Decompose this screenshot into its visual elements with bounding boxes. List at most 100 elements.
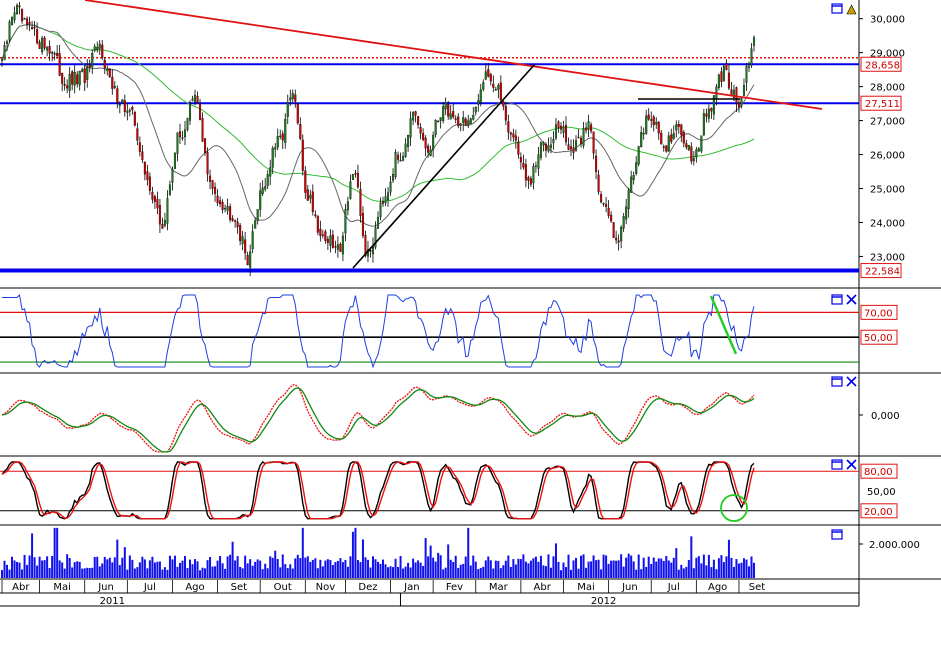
month-label: Jul [143,582,156,593]
month-label: Abr [534,582,552,593]
volume-bar [752,562,756,578]
candle-body [364,235,367,256]
volume-bar [437,552,440,578]
candle-body [51,52,54,54]
candle-body [221,202,224,211]
candle-body [492,83,495,88]
candle-body [131,107,134,110]
window-restore-icon[interactable] [831,294,843,305]
volume-bar [735,559,738,578]
candle-body [700,135,703,152]
candle-body [457,116,460,126]
candle-body [602,203,605,205]
candle-body [474,107,477,113]
volume-bar [331,564,334,578]
volume-bar [36,565,39,578]
volume-bar [414,562,417,578]
window-restore-icon[interactable] [831,376,843,387]
candle-body [329,235,332,246]
candle-body [484,71,487,80]
close-icon[interactable] [846,294,857,305]
volume-bar [675,548,678,578]
candle-body [667,135,670,152]
level-value-label: 28,658 [865,60,900,71]
volume-bar [211,566,214,578]
volume-bar [316,568,319,578]
candle-body [381,201,385,204]
oscillator-signal-line [1,387,755,453]
candle-body [304,170,307,193]
volume-bar [627,553,630,578]
window-restore-icon[interactable] [831,529,843,540]
volume-bar [264,563,267,578]
candle-body [737,102,740,108]
close-icon[interactable] [846,376,857,387]
rsi-level-box [860,329,898,345]
candle-body [183,129,187,138]
volume-bar [527,563,530,578]
volume-bar [178,562,181,578]
candle-body [81,69,84,72]
candle-body [266,174,269,186]
volume-bar [259,560,262,578]
candle-body [68,73,71,91]
candle-body [707,108,710,119]
volume-bar [562,562,565,578]
volume-bar [291,568,294,578]
volume-bar [454,555,457,578]
month-label: Abr [12,582,30,593]
window-restore-icon[interactable] [831,3,843,14]
volume-bar [171,559,174,578]
volume-bar [745,559,748,578]
candle-body [286,102,289,117]
candle-body [271,148,274,168]
candle-body [564,124,568,143]
volume-bar [487,556,490,578]
candle-body [299,124,302,139]
candle-body [301,139,304,171]
volume-bar [567,554,570,578]
candle-body [489,74,492,82]
candle-body [397,154,400,160]
candle-body [620,227,623,242]
candle-body [595,155,598,173]
candle-body [574,140,578,151]
volume-bar [118,565,121,578]
candle-body [732,89,735,98]
oscillator-axis-label: 0,000 [871,411,900,422]
volume-bar [21,569,24,578]
candle-body [241,236,244,244]
month-label: Ago [708,582,727,593]
volume-bar [665,556,668,578]
window-restore-icon[interactable] [831,459,843,470]
candle-body [632,174,635,180]
candle-body [647,114,650,120]
candle-body [339,243,342,252]
candle-body [181,137,184,139]
volume-bar [286,568,289,578]
candle-body [610,214,613,222]
candle-body [379,202,382,218]
month-label: Dez [358,582,377,593]
candle-body [559,125,563,130]
volume-bar [371,556,374,578]
candle-body [206,152,209,175]
candle-body [464,118,467,126]
volume-bar [289,564,292,578]
pin-icon[interactable] [846,4,857,15]
volume-bar [261,569,264,578]
volume-bar [727,539,730,578]
volume-bar [677,569,680,578]
candle-body [86,67,89,80]
candle-body [113,85,116,88]
volume-bar [73,562,76,578]
volume-bar [575,557,578,578]
candle-body [294,94,297,102]
volume-bar [183,556,186,578]
volume-bar [542,565,545,578]
volume-bar [607,563,610,578]
volume-bar [610,560,613,578]
volume-bar [379,563,382,578]
close-icon[interactable] [846,459,857,470]
volume-bar [356,560,359,578]
